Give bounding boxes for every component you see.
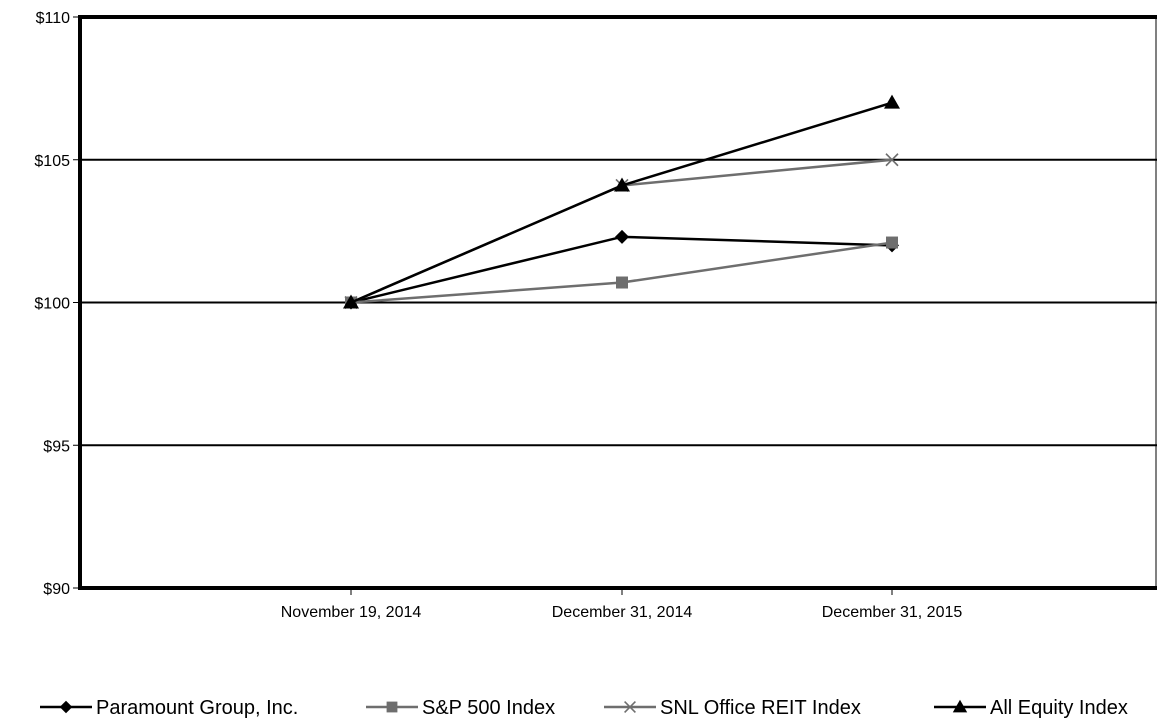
- legend-marker: [386, 701, 398, 713]
- y-tick-label: $100: [34, 296, 70, 313]
- legend: Paramount Group, Inc. S&P 500 Index SNL Of…: [40, 697, 1128, 719]
- data-point: [616, 276, 628, 289]
- data-point: [885, 153, 899, 167]
- series-2: [345, 236, 898, 309]
- x-axis-ticks: November 19, 2014 December 31, 2014 Decemb…: [281, 588, 963, 621]
- legend-label: Paramount Group, Inc.: [96, 697, 298, 719]
- y-tick-label: $110: [36, 10, 71, 27]
- x-tick-label: December 31, 2014: [552, 604, 693, 621]
- gridlines: [80, 158, 1157, 447]
- data-point: [886, 236, 898, 249]
- y-tick-label: $90: [43, 581, 70, 598]
- series-line: [350, 241, 893, 304]
- y-axis-ticks: $90 $95 $100 $105 $110: [34, 10, 80, 598]
- data-point: [615, 229, 629, 244]
- y-tick-label: $105: [34, 153, 70, 170]
- legend-label: All Equity Index: [990, 697, 1128, 719]
- data-point: [614, 177, 630, 192]
- legend-item: Paramount Group, Inc.: [40, 697, 298, 719]
- data-point: [884, 94, 900, 109]
- series-line: [350, 235, 893, 304]
- legend-item: All Equity Index: [934, 697, 1128, 719]
- series-4: [343, 94, 900, 309]
- legend-item: SNL Office REIT Index: [604, 697, 861, 719]
- y-tick-label: $95: [43, 438, 70, 455]
- legend-label: S&P 500 Index: [422, 697, 555, 719]
- series-layer: [343, 94, 900, 310]
- data-point: [343, 294, 359, 309]
- series-line: [350, 101, 893, 304]
- legend-item: S&P 500 Index: [366, 697, 555, 719]
- legend-marker: [59, 700, 73, 714]
- legend-marker: [952, 699, 968, 713]
- legend-label: SNL Office REIT Index: [660, 697, 861, 719]
- x-tick-label: December 31, 2015: [822, 604, 963, 621]
- legend-marker: [624, 701, 636, 713]
- x-tick-label: November 19, 2014: [281, 604, 422, 621]
